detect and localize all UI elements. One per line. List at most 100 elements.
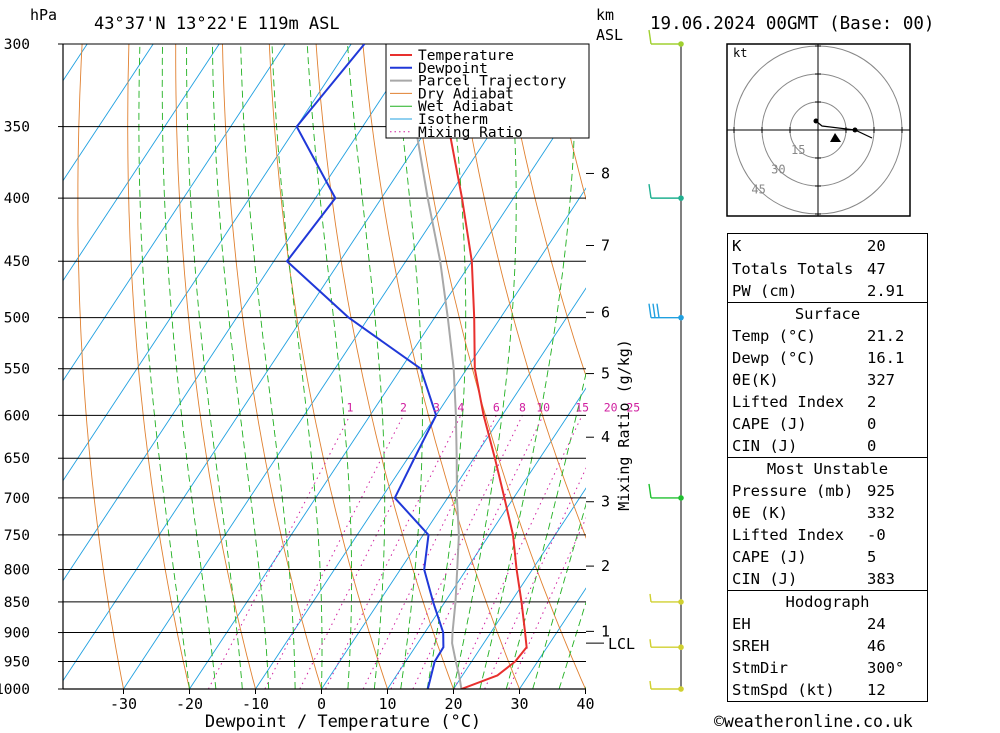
mu-row: θE (K) 332 bbox=[728, 502, 927, 524]
credit-label: ©weatheronline.co.uk bbox=[714, 712, 913, 731]
temperature-tick-label: 10 bbox=[378, 695, 396, 713]
mu-label: θE (K) bbox=[732, 504, 788, 522]
legend-item-label: Dry Adiabat bbox=[418, 86, 514, 102]
hodo-value: 12 bbox=[867, 681, 886, 699]
wet-adiabat-line bbox=[161, 44, 217, 689]
mixing-ratio-line bbox=[453, 415, 583, 689]
legend-item-label: Isotherm bbox=[418, 112, 488, 128]
wet-adiabat-line bbox=[138, 44, 190, 689]
mixing-ratio-line bbox=[264, 415, 404, 689]
hodo-label: StmDir bbox=[732, 659, 788, 677]
wet-adiabat-line bbox=[306, 44, 353, 689]
hodograph-point bbox=[813, 118, 819, 124]
surface-label: CAPE (J) bbox=[732, 415, 807, 433]
isotherm-line bbox=[63, 44, 154, 182]
pressure-tick-label: 850 bbox=[4, 595, 30, 611]
dry-adiabat-line bbox=[77, 44, 124, 689]
wet-adiabat-line bbox=[532, 502, 586, 689]
hodograph-panel: kt 15 30 45 bbox=[726, 43, 911, 217]
pressure-tick-label: 300 bbox=[4, 37, 30, 53]
hodograph-point bbox=[852, 127, 858, 133]
temperature-tick-label: -30 bbox=[110, 695, 137, 713]
wind-profile bbox=[648, 29, 684, 692]
pressure-tick-label: 600 bbox=[4, 408, 30, 424]
hodo-label: EH bbox=[732, 615, 751, 633]
asl-unit-label: ASL bbox=[596, 26, 623, 44]
mu-value: 925 bbox=[867, 482, 895, 500]
legend-item-label: Dewpoint bbox=[418, 61, 488, 77]
datetime-label: 19.06.2024 00GMT (Base: 00) bbox=[650, 14, 934, 34]
most-unstable-title: Most Unstable bbox=[766, 460, 889, 478]
wind-barb-flag bbox=[648, 483, 652, 499]
temperature-tick-label: 30 bbox=[510, 695, 528, 713]
mixing-ratio-label: 10 bbox=[536, 400, 550, 414]
mu-row: CIN (J) 383 bbox=[728, 568, 927, 590]
legend-item-label: Parcel Trajectory bbox=[418, 74, 567, 90]
pressure-tick-label: 900 bbox=[4, 626, 30, 642]
isotherm-line bbox=[63, 44, 220, 282]
wind-level-dot bbox=[678, 495, 684, 501]
mixing-ratio-line bbox=[484, 467, 586, 689]
legend-item-label: Mixing Ratio bbox=[418, 125, 523, 141]
mu-row: Lifted Index -0 bbox=[728, 524, 927, 546]
hodograph-stats-title: Hodograph bbox=[785, 593, 870, 611]
mixing-ratio-label: 8 bbox=[519, 400, 526, 414]
hodograph-ring-label: 45 bbox=[751, 182, 765, 196]
indices-table: K 20 Totals Totals 47 PW (cm) 2.91 bbox=[727, 233, 928, 303]
index-label: Totals Totals bbox=[732, 260, 854, 278]
mu-value: 383 bbox=[867, 570, 895, 588]
isotherm-line bbox=[63, 44, 352, 482]
km-tick-label: 6 bbox=[601, 303, 610, 321]
pressure-tick-label: 500 bbox=[4, 311, 30, 327]
dewpoint-line bbox=[286, 44, 445, 689]
hodo-row: EH 24 bbox=[728, 613, 927, 635]
hodo-value: 24 bbox=[867, 615, 886, 633]
mu-label: CAPE (J) bbox=[732, 548, 807, 566]
pressure-tick-label: 350 bbox=[4, 120, 30, 136]
mixing-ratio-label: 25 bbox=[626, 400, 640, 414]
wind-level-dot bbox=[678, 195, 684, 201]
temperature-tick-label: -20 bbox=[176, 695, 203, 713]
pressure-tick-label: 1000 bbox=[0, 682, 30, 698]
surface-label: θE(K) bbox=[732, 371, 779, 389]
wind-barb-flag bbox=[656, 303, 660, 318]
dry-adiabat-line bbox=[222, 44, 322, 689]
hodo-row: SREH 46 bbox=[728, 635, 927, 657]
isotherm-line bbox=[63, 44, 286, 382]
km-tick-label: 3 bbox=[601, 493, 610, 511]
surface-row: Temp (°C) 21.2 bbox=[728, 325, 927, 347]
chart-axes: 3003504004505005506006507007508008509009… bbox=[0, 37, 635, 713]
wind-barb-flag bbox=[652, 303, 656, 318]
dry-adiabat-line bbox=[502, 44, 586, 378]
mixing-ratio-line bbox=[362, 415, 497, 689]
mixing-ratio-label: 3 bbox=[433, 400, 440, 414]
index-label: K bbox=[732, 237, 742, 255]
temperature-tick-label: -10 bbox=[242, 695, 269, 713]
hodograph-stats-table: Hodograph EH 24 SREH 46 StmDir 300° StmSpd … bbox=[727, 591, 928, 702]
surface-title: Surface bbox=[794, 305, 861, 323]
hodo-label: StmSpd (kt) bbox=[732, 681, 835, 699]
index-value: 47 bbox=[867, 260, 886, 278]
most-unstable-table: Most Unstable Pressure (mb) 925 θE (K) 332… bbox=[727, 458, 928, 591]
surface-label: Temp (°C) bbox=[732, 327, 816, 345]
wind-barb-flag bbox=[648, 29, 652, 45]
pressure-tick-label: 550 bbox=[4, 362, 30, 378]
mixing-ratio-label: 1 bbox=[346, 400, 353, 414]
surface-value: 0 bbox=[867, 437, 877, 455]
index-row-pw: PW (cm) 2.91 bbox=[728, 280, 927, 302]
wind-barb-half-flag bbox=[649, 593, 652, 603]
x-axis-title: Dewpoint / Temperature (°C) bbox=[205, 712, 481, 732]
mixing-ratio-axis-title: Mixing Ratio (g/kg) bbox=[615, 339, 633, 511]
surface-row: CIN (J) 0 bbox=[728, 435, 927, 457]
km-tick-label: 1 bbox=[601, 622, 610, 640]
location-label: 43°37'N 13°22'E 119m ASL bbox=[94, 14, 340, 34]
hodo-row: StmSpd (kt) 12 bbox=[728, 679, 927, 701]
parcel-trajectory-line bbox=[403, 44, 463, 689]
surface-row: Lifted Index 2 bbox=[728, 391, 927, 413]
hodograph-trace bbox=[815, 120, 873, 139]
pressure-tick-label: 750 bbox=[4, 528, 30, 544]
wind-level-dot bbox=[678, 644, 684, 651]
dry-adiabat-line bbox=[924, 44, 1000, 689]
surface-row: θE(K) 327 bbox=[728, 369, 927, 391]
surface-value: 0 bbox=[867, 415, 877, 433]
